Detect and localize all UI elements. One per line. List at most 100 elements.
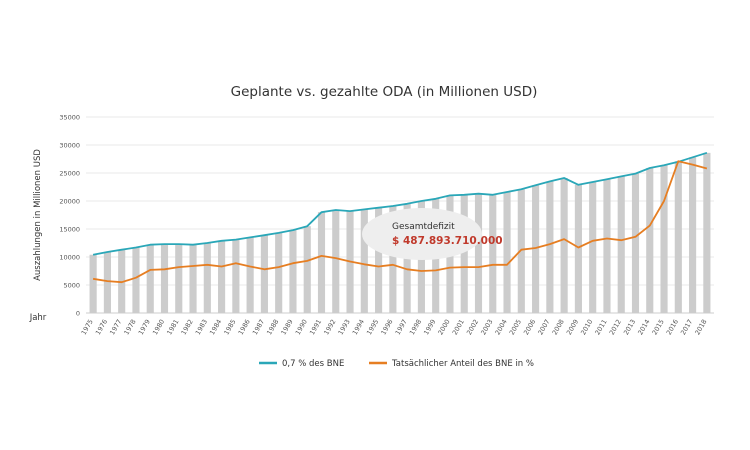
y-axis-ticks: 0 5000 10000 15000 20000 25000 30000 35000 — [59, 114, 80, 318]
legend-item-actual: Tatsächlicher Anteil des BNE in % — [369, 359, 534, 369]
x-tick-label: 1992 — [322, 318, 337, 336]
x-tick-label: 1999 — [422, 318, 437, 336]
x-tick-label: 2004 — [494, 318, 509, 336]
x-tick-label: 2003 — [479, 318, 494, 336]
x-tick-label: 2016 — [665, 318, 680, 336]
gap-bar — [660, 165, 668, 313]
gap-bar — [617, 176, 625, 313]
x-tick-label: 1998 — [408, 318, 423, 336]
gap-bar — [160, 244, 169, 313]
y-axis-label: Auszahlungen in Millionen USD — [33, 149, 43, 281]
x-tick-label: 2009 — [565, 318, 580, 336]
legend-label-budget: 0,7 % des BNE — [282, 359, 344, 369]
gap-bar — [203, 243, 211, 313]
legend-item-budget: 0,7 % des BNE — [259, 359, 344, 369]
gap-bar — [175, 244, 183, 313]
gap-bar — [703, 152, 711, 313]
gap-bar — [489, 194, 497, 313]
x-tick-label: 1990 — [294, 318, 309, 336]
deficit-annotation: Gesamtdefizit $ 487.893.710.000 — [362, 208, 503, 260]
y-tick-label: 35000 — [59, 114, 80, 122]
series-line-budget — [92, 151, 708, 256]
x-tick-label: 1981 — [165, 318, 180, 336]
gap-bar — [375, 207, 383, 313]
gap-bar — [189, 244, 197, 313]
x-tick-label: 1980 — [151, 318, 166, 336]
gap-bar — [317, 212, 326, 313]
gap-bar — [603, 179, 611, 313]
gap-bar — [246, 237, 254, 313]
gap-bar — [631, 173, 640, 313]
x-tick-label: 1993 — [337, 318, 352, 336]
gap-bar — [574, 184, 582, 313]
gap-bar — [303, 226, 311, 313]
y-tick-label: 5000 — [63, 282, 80, 290]
x-tick-label: 2017 — [679, 318, 694, 336]
gap-bar — [503, 192, 511, 313]
x-tick-label: 1991 — [308, 318, 323, 336]
x-tick-label: 2018 — [693, 318, 708, 336]
gap-bar — [474, 193, 483, 313]
x-tick-label: 1985 — [222, 318, 237, 336]
y-tick-label: 0 — [76, 310, 80, 318]
gap-bar — [332, 209, 340, 313]
gap-bar — [460, 194, 468, 313]
gap-bar — [103, 251, 111, 313]
gap-bar — [360, 209, 368, 313]
x-tick-label: 2001 — [451, 318, 466, 336]
x-tick-label: 2015 — [651, 318, 666, 336]
x-tick-label: 2012 — [608, 318, 623, 336]
x-tick-label: 1976 — [94, 318, 109, 336]
y-tick-label: 25000 — [59, 170, 80, 178]
x-tick-label: 2014 — [636, 318, 651, 336]
x-tick-label: 1995 — [365, 318, 380, 336]
gap-bar — [289, 230, 297, 313]
x-axis-ticks: 1975 1976 1977 1978 1979 1980 1981 1982 1983 1984… — [80, 318, 709, 336]
y-tick-label: 15000 — [59, 226, 80, 234]
gap-bar — [689, 157, 697, 313]
legend: 0,7 % des BNE Tatsächlicher Anteil des B… — [259, 359, 534, 369]
x-tick-label: 1982 — [180, 318, 195, 336]
x-tick-label: 1983 — [194, 318, 209, 336]
gap-bar — [275, 232, 283, 313]
x-tick-label: 2005 — [508, 318, 523, 336]
x-tick-label: 2002 — [465, 318, 480, 336]
gap-bar — [546, 181, 554, 313]
gap-bar — [146, 244, 154, 313]
x-tick-label: 1987 — [251, 318, 266, 336]
gap-bar — [560, 178, 568, 313]
x-axis-label: Jahr — [29, 313, 47, 323]
gap-bar — [132, 247, 140, 313]
x-tick-label: 2000 — [436, 318, 451, 336]
series-line-actual — [92, 160, 708, 284]
x-tick-label: 2008 — [551, 318, 566, 336]
y-tick-label: 10000 — [59, 254, 80, 262]
gap-bar — [218, 240, 226, 313]
gap-bar — [532, 185, 540, 313]
annotation-title: Gesamtdefizit — [392, 222, 455, 232]
x-tick-label: 2011 — [593, 318, 608, 336]
x-tick-label: 1986 — [237, 318, 252, 336]
x-tick-label: 1977 — [108, 318, 123, 336]
gap-bar — [517, 189, 525, 313]
x-tick-label: 1997 — [394, 318, 409, 336]
x-tick-label: 2007 — [536, 318, 551, 336]
x-tick-label: 1989 — [279, 318, 294, 336]
y-tick-label: 30000 — [59, 142, 80, 150]
gap-bar — [646, 167, 654, 313]
annotation-ellipse — [362, 208, 482, 260]
x-tick-label: 1975 — [80, 318, 95, 336]
x-tick-label: 1994 — [351, 318, 366, 336]
series-lines — [92, 151, 708, 284]
x-tick-label: 1988 — [265, 318, 280, 336]
gap-bar — [589, 181, 597, 313]
gap-bar — [389, 206, 397, 313]
x-tick-label: 2010 — [579, 318, 594, 336]
gap-bar — [260, 235, 268, 313]
x-tick-label: 2013 — [622, 318, 637, 336]
x-tick-label: 1984 — [208, 318, 223, 336]
gap-bar — [232, 239, 240, 313]
x-tick-label: 1996 — [379, 318, 394, 336]
legend-label-actual: Tatsächlicher Anteil des BNE in % — [391, 359, 534, 369]
